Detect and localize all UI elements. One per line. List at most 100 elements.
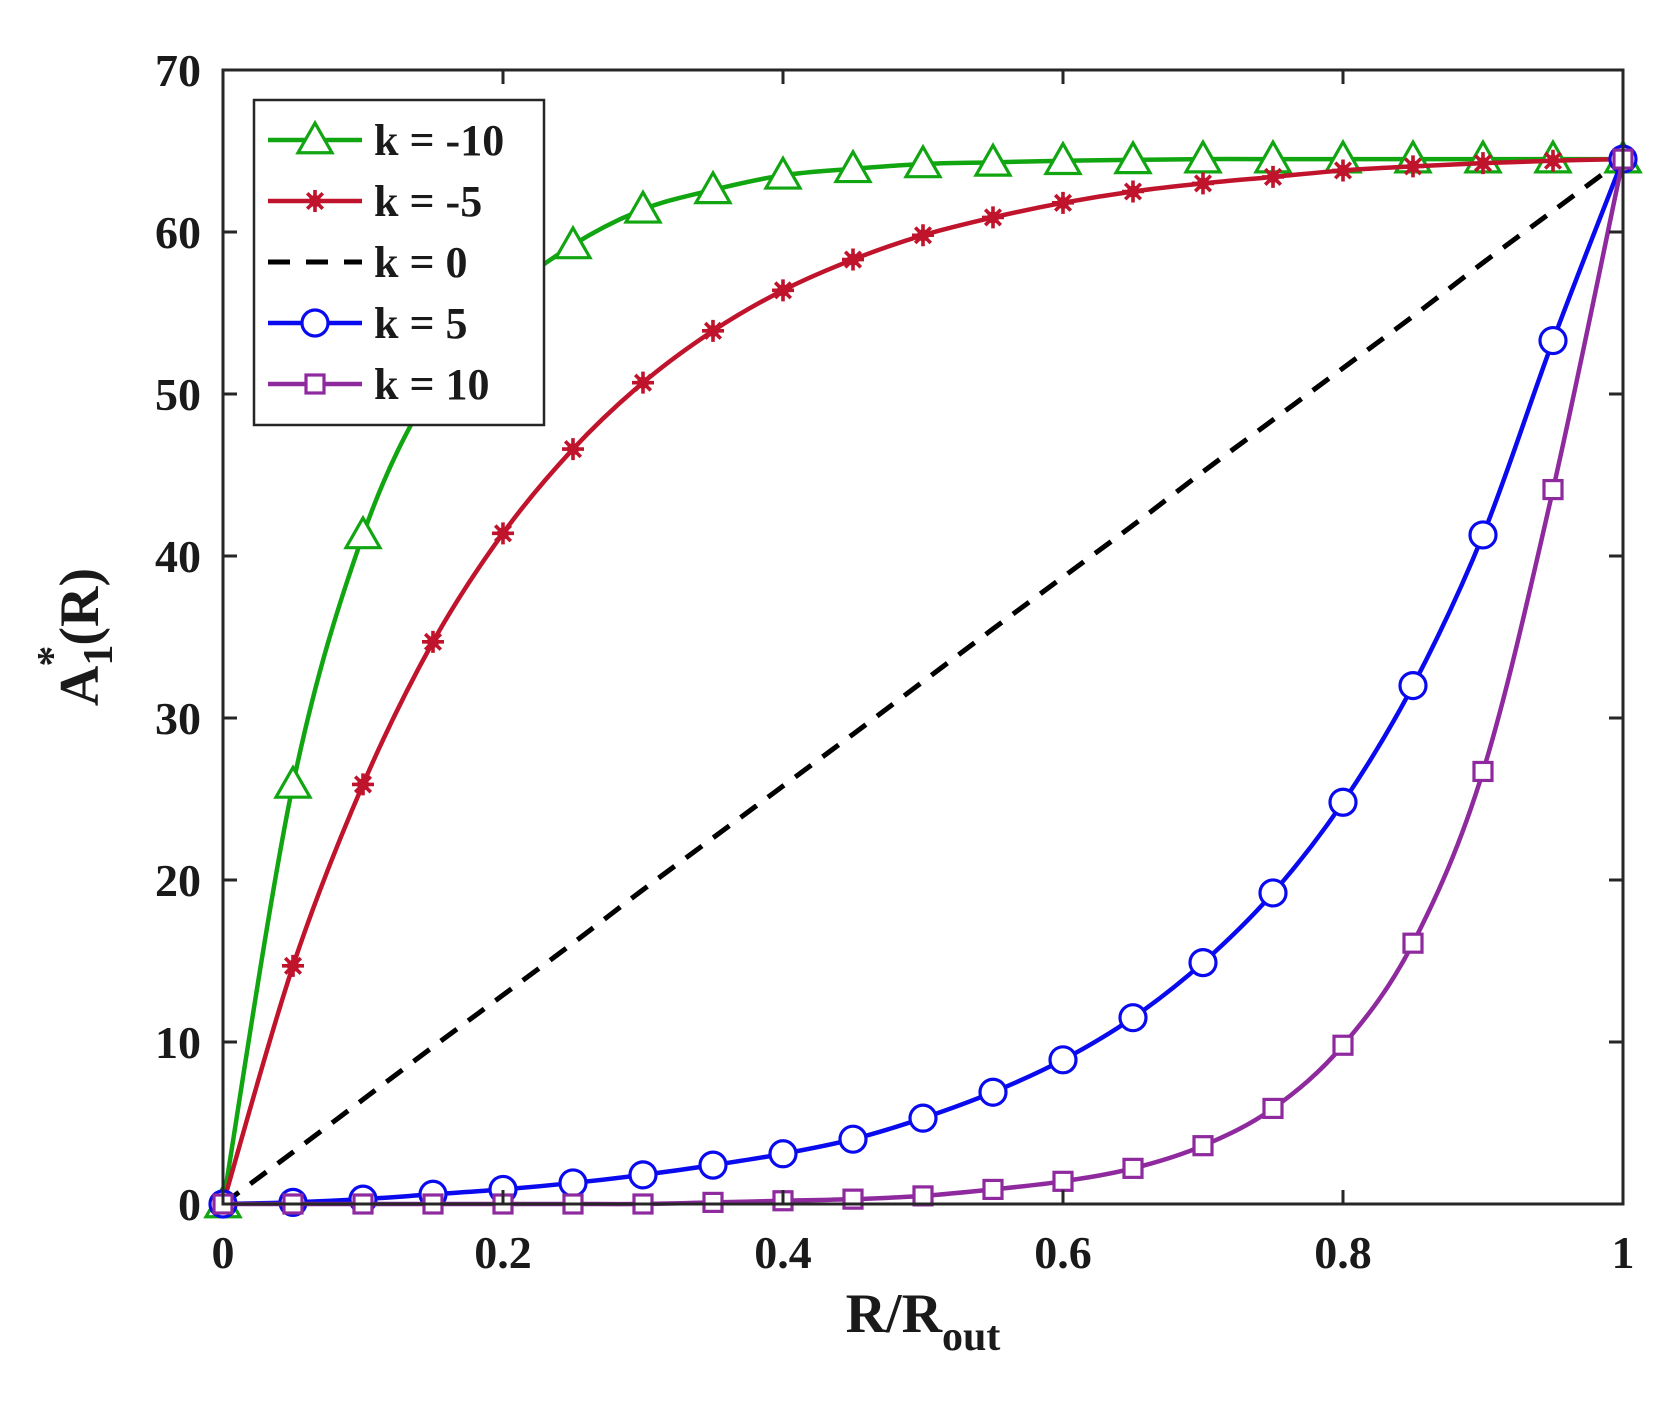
- data-point: [1332, 159, 1354, 182]
- data-point: [1043, 140, 1083, 176]
- data-point: [903, 143, 943, 179]
- legend-entry-0: k = -10: [268, 116, 504, 165]
- legend-entry-1: k = -5: [268, 177, 482, 226]
- legend-label: k = 10: [374, 360, 490, 409]
- data-point-rays: [702, 319, 724, 342]
- data-point: [1402, 155, 1424, 178]
- data-point-rays: [842, 248, 864, 271]
- data-point-rays: [1402, 155, 1424, 178]
- series-2: [221, 157, 1625, 1207]
- data-point: [628, 1160, 658, 1190]
- data-point: [1052, 1170, 1074, 1192]
- data-point: [1188, 948, 1218, 978]
- data-point-rays: [352, 773, 374, 796]
- x-tick-label: 0.8: [1314, 1227, 1372, 1278]
- data-point-rays: [912, 224, 934, 247]
- x-axis-title: R/Rout: [846, 1283, 1001, 1360]
- legend-label: k = -10: [374, 116, 504, 165]
- data-point: [1468, 520, 1498, 550]
- data-point: [1113, 139, 1153, 175]
- data-point: [982, 206, 1004, 229]
- data-point-rays: [1472, 152, 1494, 175]
- data-point: [842, 248, 864, 271]
- data-point: [1398, 670, 1428, 701]
- data-point-rays: [1192, 172, 1214, 195]
- legend-entry-4: k = 10: [268, 360, 490, 409]
- axes-box: [221, 68, 1625, 1206]
- data-point-rays: [562, 438, 584, 461]
- data-point: [1118, 1003, 1148, 1033]
- y-tick-label: 50: [155, 369, 201, 420]
- legend: k = -10 k = -5 k = 0 k = 5 k = 10: [252, 98, 546, 427]
- legend-label: k = -5: [374, 177, 482, 226]
- data-point: [1472, 760, 1494, 783]
- x-tick-label: 0: [212, 1227, 235, 1278]
- data-point: [553, 224, 593, 260]
- y-tick-label: 40: [155, 531, 201, 582]
- data-point: [1192, 1135, 1214, 1157]
- data-point: [833, 148, 873, 184]
- data-point: [1122, 1157, 1144, 1179]
- data-point: [838, 1124, 868, 1154]
- data-point: [772, 279, 794, 302]
- legend-marker: [304, 190, 326, 212]
- y-axis-title: A1*(R): [30, 568, 122, 706]
- data-point-rays: [982, 206, 1004, 229]
- x-axis-title-main: R/R: [846, 1283, 943, 1345]
- data-point: [908, 1103, 938, 1133]
- data-point: [698, 1150, 728, 1180]
- data-point: [282, 954, 304, 977]
- legend-marker: [295, 119, 335, 155]
- data-point: [632, 371, 654, 394]
- y-tick-label: 10: [155, 1017, 201, 1068]
- data-point: [1122, 180, 1144, 203]
- data-point: [1258, 878, 1288, 908]
- y-axis-title-suffix: (R): [49, 568, 111, 646]
- data-point: [1332, 1034, 1354, 1056]
- legend-label: k = 0: [374, 238, 468, 287]
- data-point-rays: [772, 279, 794, 302]
- x-tick-label: 0.4: [754, 1227, 812, 1278]
- data-point-rays: [1332, 159, 1354, 182]
- data-point-rays: [282, 954, 304, 977]
- data-point: [912, 1185, 934, 1207]
- data-point: [273, 764, 313, 799]
- data-point-rays: [1052, 191, 1074, 214]
- x-axis-title-sub: out: [942, 1314, 1000, 1360]
- data-point: [343, 514, 383, 550]
- data-point: [768, 1139, 798, 1169]
- data-point: [558, 1168, 588, 1198]
- y-tick-label: 30: [155, 693, 201, 744]
- y-axis-title-sup: *: [30, 646, 76, 667]
- data-point-rays: [632, 371, 654, 394]
- data-point: [1472, 152, 1494, 175]
- y-tick-label: 70: [155, 45, 201, 96]
- legend-entry-2: k = 0: [268, 238, 468, 287]
- series-1: [212, 148, 1634, 1215]
- data-point-rays: [1542, 149, 1564, 172]
- legend-entry-3: k = 5: [268, 299, 468, 348]
- data-point: [1402, 932, 1424, 954]
- data-point-rays: [492, 522, 514, 545]
- data-point-rays: [1122, 180, 1144, 203]
- data-point-rays: [422, 630, 444, 653]
- data-point: [702, 319, 724, 342]
- data-point: [1262, 165, 1284, 188]
- legend-label: k = 5: [374, 299, 468, 348]
- legend-marker: [304, 373, 326, 395]
- data-point: [1542, 478, 1564, 501]
- data-point: [492, 522, 514, 545]
- data-point: [978, 1077, 1008, 1107]
- data-point-rays: [1262, 165, 1284, 188]
- legend-marker: [300, 308, 330, 338]
- x-tick-label: 1: [1612, 1227, 1635, 1278]
- axes: [221, 68, 1625, 1206]
- data-point: [693, 169, 733, 205]
- data-point: [1542, 149, 1564, 172]
- data-point: [973, 142, 1013, 177]
- data-point: [1183, 138, 1223, 174]
- data-point: [1052, 191, 1074, 214]
- data-point: [1538, 325, 1568, 356]
- x-tick-label: 0.2: [474, 1227, 532, 1278]
